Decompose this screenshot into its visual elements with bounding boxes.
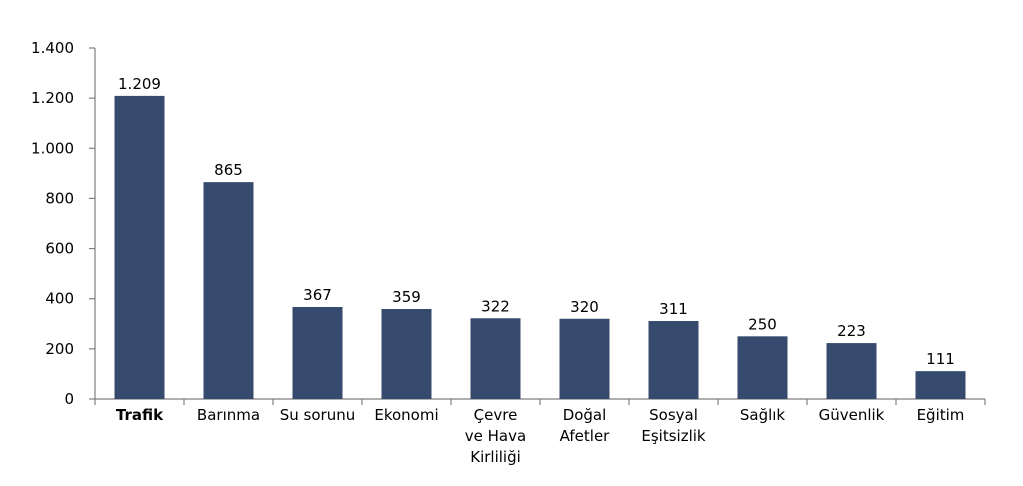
category-label: Eğitim bbox=[917, 406, 965, 424]
category-label: Ekonomi bbox=[374, 406, 438, 424]
y-tick-label: 1.200 bbox=[31, 89, 74, 107]
category-label: Eşitsizlik bbox=[641, 427, 706, 445]
y-tick-label: 1.000 bbox=[31, 139, 74, 157]
category-label: Afetler bbox=[560, 427, 611, 445]
data-label: 367 bbox=[303, 286, 332, 304]
bar bbox=[114, 95, 165, 400]
data-label: 311 bbox=[659, 300, 688, 318]
data-label: 320 bbox=[570, 298, 599, 316]
data-label: 223 bbox=[837, 322, 866, 340]
y-tick-label: 0 bbox=[64, 390, 74, 408]
bar bbox=[826, 343, 877, 399]
bar bbox=[381, 308, 432, 399]
data-label: 322 bbox=[481, 297, 510, 315]
y-tick-label: 800 bbox=[45, 189, 74, 207]
bar bbox=[737, 336, 788, 399]
category-label: ve Hava bbox=[465, 427, 526, 445]
category-label: Barınma bbox=[197, 406, 260, 424]
category-label: Trafik bbox=[116, 406, 164, 424]
data-label: 1.209 bbox=[118, 75, 161, 93]
category-label: Sağlık bbox=[740, 406, 786, 424]
y-tick-label: 200 bbox=[45, 340, 74, 358]
bar bbox=[648, 321, 699, 399]
data-label: 865 bbox=[214, 161, 243, 179]
bar bbox=[470, 318, 521, 399]
bar bbox=[915, 371, 966, 399]
bar bbox=[292, 306, 343, 399]
y-tick-label: 600 bbox=[45, 240, 74, 258]
data-label: 359 bbox=[392, 288, 421, 306]
chart-labels: 1.209 Trafik 865 Barınma 367 Su sorunu 359 Ekon… bbox=[116, 75, 965, 466]
data-label: 111 bbox=[926, 350, 955, 368]
chart-axes: 0 200 400 600 800 1.000 1.200 1.400 bbox=[31, 39, 986, 408]
category-label: Su sorunu bbox=[280, 406, 355, 424]
category-label: Kirliliği bbox=[470, 448, 521, 466]
bar bbox=[203, 182, 254, 399]
chart-bars bbox=[114, 95, 966, 400]
bar bbox=[559, 318, 610, 399]
category-label: Çevre bbox=[474, 406, 518, 424]
category-label: Doğal bbox=[563, 406, 607, 424]
category-label: Güvenlik bbox=[819, 406, 885, 424]
y-tick-label: 1.400 bbox=[31, 39, 74, 57]
category-label: Sosyal bbox=[649, 406, 698, 424]
y-tick-label: 400 bbox=[45, 290, 74, 308]
data-label: 250 bbox=[748, 315, 777, 333]
